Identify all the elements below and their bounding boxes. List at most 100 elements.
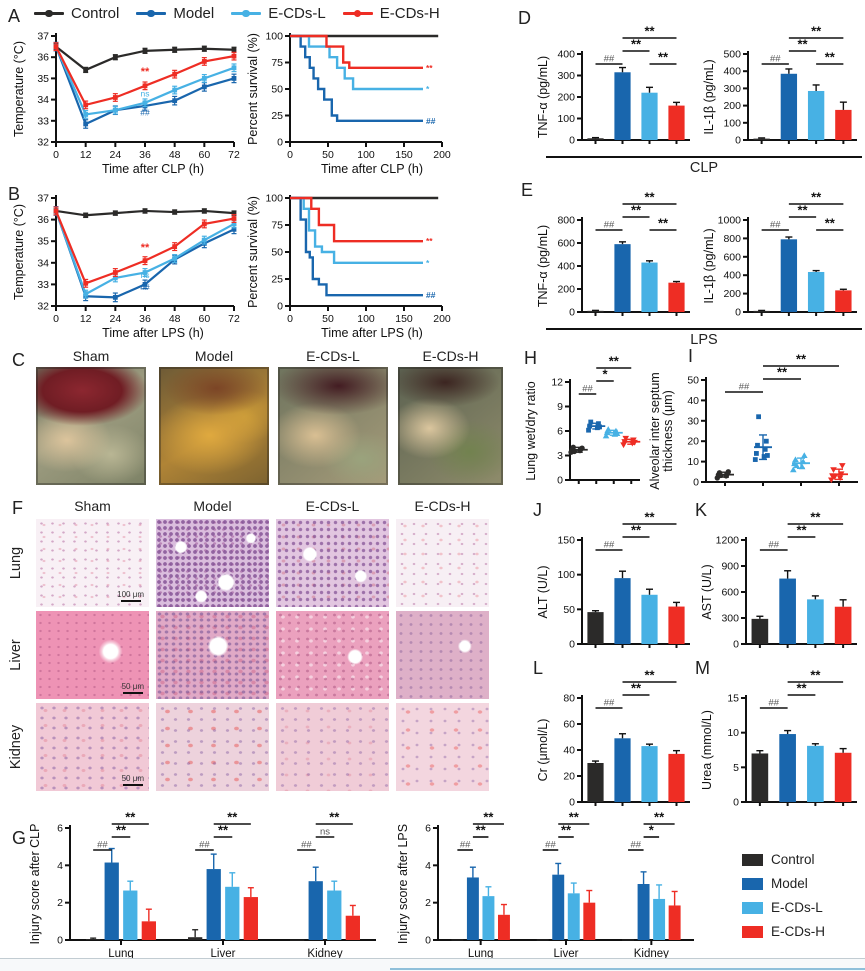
- chart-a-surv-svg: 0 25 50 75 100 Percent survival (%) 0 50 100 150 2…: [246, 31, 451, 177]
- svg-text:IL-1β (pg/mL): IL-1β (pg/mL): [702, 59, 716, 134]
- legend-label: E-CDs-H: [379, 5, 440, 22]
- svg-text:100: 100: [557, 569, 575, 581]
- svg-text:25: 25: [271, 110, 283, 122]
- svg-text:50: 50: [687, 375, 699, 387]
- legend-label: Model: [771, 876, 808, 891]
- svg-text:150: 150: [395, 313, 413, 325]
- caption-lps-text: LPS: [690, 332, 718, 348]
- svg-text:4: 4: [57, 860, 63, 872]
- scale-bar: 50 μm: [122, 774, 144, 786]
- chart-m-svg: 0 5 10 15 Urea (mmol/L) ## ****: [700, 668, 857, 809]
- scale-bar-text: 100 μm: [117, 589, 144, 599]
- caption-clp-text: CLP: [689, 160, 719, 176]
- svg-text:**: **: [227, 810, 238, 825]
- svg-text:34: 34: [37, 94, 49, 106]
- legend-dot-icon: [147, 9, 155, 17]
- svg-text:##: ##: [301, 840, 312, 851]
- svg-text:34: 34: [37, 257, 49, 269]
- svg-text:Lung wet/dry ratio: Lung wet/dry ratio: [524, 381, 538, 480]
- legend-label: E-CDs-H: [771, 924, 825, 939]
- hist-cell-lung-sham: 100 μm: [36, 519, 149, 607]
- legend-line-dot-icon: [231, 9, 262, 18]
- panel-label-d: D: [518, 8, 531, 28]
- svg-text:300: 300: [723, 83, 741, 95]
- svg-text:**: **: [644, 668, 655, 683]
- scale-bar: 50 μm: [122, 682, 144, 694]
- svg-text:Liver: Liver: [211, 948, 236, 960]
- svg-text:**: **: [329, 810, 340, 825]
- svg-text:Cr (μmol/L): Cr (μmol/L): [536, 719, 550, 782]
- histology-column-header: Model: [193, 498, 232, 514]
- svg-text:10: 10: [727, 727, 739, 739]
- svg-text:##: ##: [604, 220, 615, 231]
- chart-ast: 0 300 600 900 1200 AST (U/L) ## ** **: [700, 510, 863, 658]
- svg-text:600: 600: [557, 238, 575, 250]
- legend-label: Control: [71, 5, 120, 22]
- svg-text:100: 100: [723, 117, 741, 129]
- chart-b-temp-svg: 32 33 34 35 36 37 Temperature (°C) 0 12 24 36 48 60 7…: [12, 193, 240, 341]
- svg-text:**: **: [796, 681, 807, 696]
- svg-text:75: 75: [271, 57, 283, 69]
- svg-text:*: *: [426, 84, 430, 94]
- chart-temperature-clp: 32 33 34 35 36 37 Temperature (°C) 0 12 24 36 48 60 7…: [12, 28, 242, 178]
- svg-text:**: **: [654, 810, 665, 825]
- svg-text:Kidney: Kidney: [634, 948, 669, 960]
- svg-text:50: 50: [322, 313, 334, 325]
- panel-label-h: H: [524, 348, 537, 368]
- svg-text:6: 6: [425, 823, 431, 835]
- svg-text:32: 32: [37, 301, 49, 313]
- histology-column-header: E-CDs-H: [414, 498, 471, 514]
- svg-text:12: 12: [551, 377, 563, 389]
- svg-text:ns: ns: [320, 827, 330, 838]
- panel-label-g: G: [12, 828, 27, 848]
- svg-text:200: 200: [433, 149, 451, 161]
- svg-text:**: **: [116, 823, 127, 838]
- svg-text:2: 2: [57, 897, 63, 909]
- svg-text:Kidney: Kidney: [307, 948, 342, 960]
- svg-text:37: 37: [37, 193, 49, 205]
- svg-text:##: ##: [768, 540, 779, 551]
- svg-text:##: ##: [604, 698, 615, 709]
- svg-text:0: 0: [733, 797, 739, 809]
- svg-text:**: **: [218, 823, 229, 838]
- svg-text:Temperature (°C): Temperature (°C): [12, 204, 26, 300]
- svg-text:*: *: [649, 823, 655, 838]
- chart-tnf-lps: 0 200 400 600 800 TNF-α (pg/mL) ## ** ** **: [536, 190, 696, 326]
- svg-text:200: 200: [433, 313, 451, 325]
- svg-text:40: 40: [563, 745, 575, 757]
- svg-text:**: **: [825, 216, 836, 231]
- svg-text:72: 72: [228, 149, 240, 161]
- svg-text:ALT (U/L): ALT (U/L): [536, 565, 550, 618]
- svg-text:35: 35: [37, 236, 49, 248]
- panel-label-e: E: [521, 180, 534, 200]
- svg-text:##: ##: [426, 116, 436, 126]
- hist-cell-liver-e-cds-h: [396, 611, 489, 699]
- svg-text:33: 33: [37, 279, 49, 291]
- svg-text:##: ##: [604, 540, 615, 551]
- organ-photo-model: [159, 367, 269, 485]
- svg-text:50: 50: [322, 149, 334, 161]
- legend-item-model: Model: [742, 876, 825, 891]
- hist-cell-lung-model: [156, 519, 269, 607]
- svg-text:37: 37: [37, 31, 49, 43]
- hist-cell-lung-e-cds-h: [396, 519, 489, 607]
- svg-text:48: 48: [169, 313, 181, 325]
- svg-text:##: ##: [604, 54, 615, 65]
- svg-text:**: **: [631, 37, 642, 52]
- svg-text:**: **: [483, 810, 494, 825]
- svg-text:##: ##: [582, 384, 593, 395]
- caption-clp: CLP: [546, 156, 862, 176]
- chart-k-svg: 0 300 600 900 1200 AST (U/L) ## ****: [700, 510, 857, 651]
- chart-il1b-lps: 0 200 400 600 800 1000 IL-1β (pg/mL) ## ** ** **: [702, 190, 863, 326]
- panel-label-f: F: [12, 498, 23, 518]
- svg-text:**: **: [609, 354, 620, 369]
- svg-text:150: 150: [395, 149, 413, 161]
- svg-text:0: 0: [57, 935, 63, 947]
- panel-label-b: B: [8, 184, 21, 204]
- svg-text:**: **: [796, 523, 807, 538]
- svg-text:**: **: [631, 523, 642, 538]
- svg-text:0: 0: [569, 797, 575, 809]
- svg-text:30: 30: [687, 415, 699, 427]
- chart-il1b-clp: 0 100 200 300 400 500 IL-1β (pg/mL) ## ** ** **: [702, 24, 863, 154]
